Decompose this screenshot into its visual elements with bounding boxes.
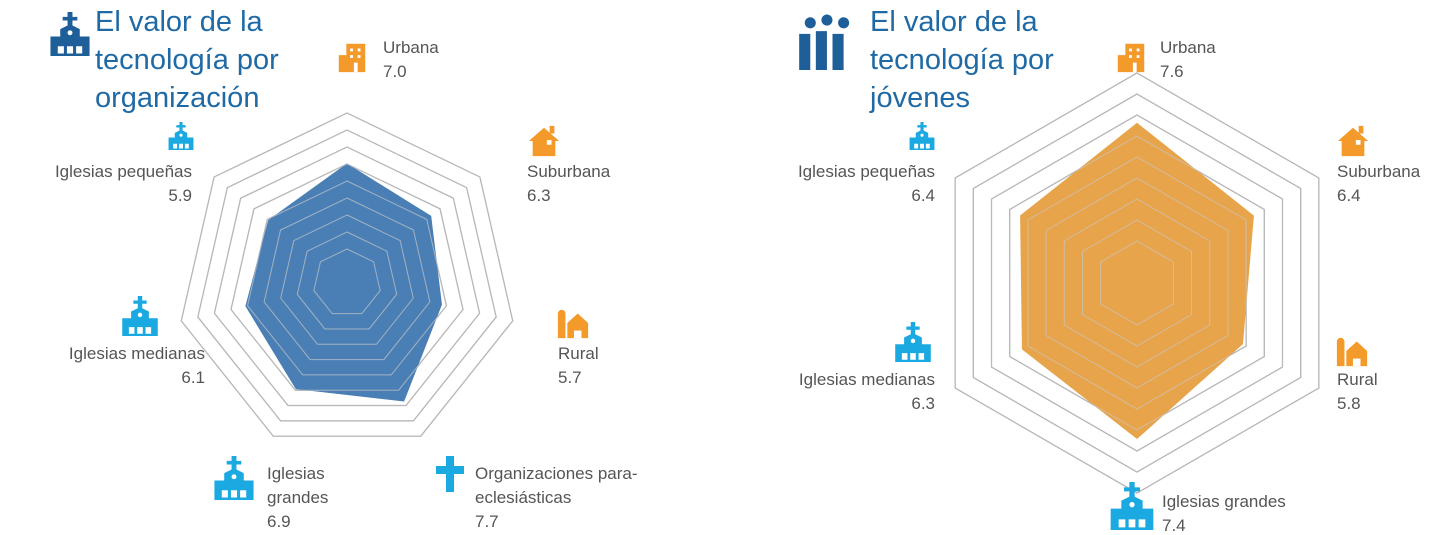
grid-ring-overlay [313,248,381,315]
icon-detail [1118,502,1146,528]
axis-label: Suburbana 6.3 [527,160,610,208]
grid-ring-overlay [1045,177,1229,389]
category-label: Iglesias pequeñas [797,162,935,181]
grid-ring-overlay [972,93,1302,473]
grid-ring-overlay [1100,240,1174,326]
icon-shape [557,309,589,339]
value-label: 6.3 [911,394,935,413]
axis-label: Iglesias pequeñas 5.9 [55,160,192,208]
radar-area [1020,122,1254,440]
icon [168,122,194,150]
axis-label: Rural 5.7 [558,342,599,390]
icon-shape [528,125,560,157]
category-label: Organizaciones para-eclesiásticas [475,464,638,507]
icon [50,12,90,56]
icon-detail [1355,140,1361,145]
value-label: 6.9 [267,512,291,531]
icon-shape [799,14,850,70]
value-label: 6.3 [527,186,551,205]
icon [436,456,464,492]
value-label: 5.8 [1337,394,1361,413]
grid-ring-overlay [247,180,447,376]
category-label: Rural [558,344,599,363]
icon [338,43,366,73]
icon [1336,337,1368,367]
value-label: 7.4 [1162,516,1186,535]
grid-ring-overlay [1081,219,1193,347]
icon [1110,482,1154,530]
icon [799,14,850,70]
icon-detail [546,140,552,145]
category-label: Suburbana [527,162,611,181]
value-label: 6.4 [911,186,935,205]
icon-detail [1352,358,1361,367]
category-label: Urbana [1160,38,1216,57]
category-label: Suburbana [1337,162,1421,181]
icon-shape [1337,125,1369,157]
grid-ring-overlay [991,114,1283,452]
category-label: Iglesias grandes [267,464,329,507]
axis-label: Iglesias pequeñas 6.4 [798,160,935,208]
axis-label: Iglesias medianas 6.3 [799,368,935,416]
category-label: Urbana [383,38,439,57]
grid-ring-overlay [197,129,497,422]
icon-detail [573,330,582,339]
grid-ring-overlay [296,231,398,330]
value-label: 6.1 [181,368,205,387]
value-label: 7.7 [475,512,499,531]
axis-label: Iglesias grandes 7.4 [1162,490,1286,535]
icon-detail [57,30,83,54]
axis-label: Rural 5.8 [1337,368,1378,416]
grid-ring-overlay [213,146,481,407]
icon-detail [128,312,152,334]
chart-title: El valor de la tecnología por organizaci… [95,6,279,114]
icon-detail [221,474,247,498]
icon-shape [436,456,464,492]
icon [1117,43,1145,73]
value-label: 5.9 [168,186,192,205]
icon [528,125,560,157]
category-label: Iglesias medianas [798,370,935,389]
chart-title: El valor de la tecnología por jóvenes [870,6,1054,114]
value-label: 6.4 [1337,186,1361,205]
axis-label: Organizaciones para-eclesiásticas 7.7 [475,462,650,534]
category-label: Iglesias pequeñas [54,162,192,181]
axis-label: Suburbana 6.4 [1337,160,1420,208]
category-label: Iglesias medianas [68,344,205,363]
icon-detail [350,48,361,73]
icon [1337,125,1369,157]
axis-label: Urbana 7.6 [1160,36,1216,84]
grid-ring-overlay [1027,156,1247,410]
grid-ring-overlay [230,163,464,391]
grid-ring-overlay [180,112,514,437]
value-label: 7.6 [1160,62,1184,81]
grid-ring-overlay [280,214,414,345]
grid-ring-overlay [263,197,431,361]
category-label: Rural [1337,370,1378,389]
icon [557,309,589,339]
category-label: Iglesias grandes [1162,492,1286,511]
icon-detail [901,338,925,360]
icon-detail [914,133,930,149]
value-label: 7.0 [383,62,407,81]
icon-detail [1129,48,1140,73]
icon [214,456,254,500]
icon [122,296,158,336]
axis-label: Urbana 7.0 [383,36,439,84]
axis-label: Iglesias grandes 6.9 [267,462,357,534]
grid-ring-overlay [954,72,1320,494]
icon-shape [1336,337,1368,367]
icon [895,322,931,362]
grid-ring-overlay [1063,198,1211,368]
grid-ring-overlay [1009,135,1265,431]
value-label: 5.7 [558,368,582,387]
icon-detail [173,133,189,149]
icon [909,122,935,150]
axis-label: Iglesias medianas 6.1 [69,342,205,390]
